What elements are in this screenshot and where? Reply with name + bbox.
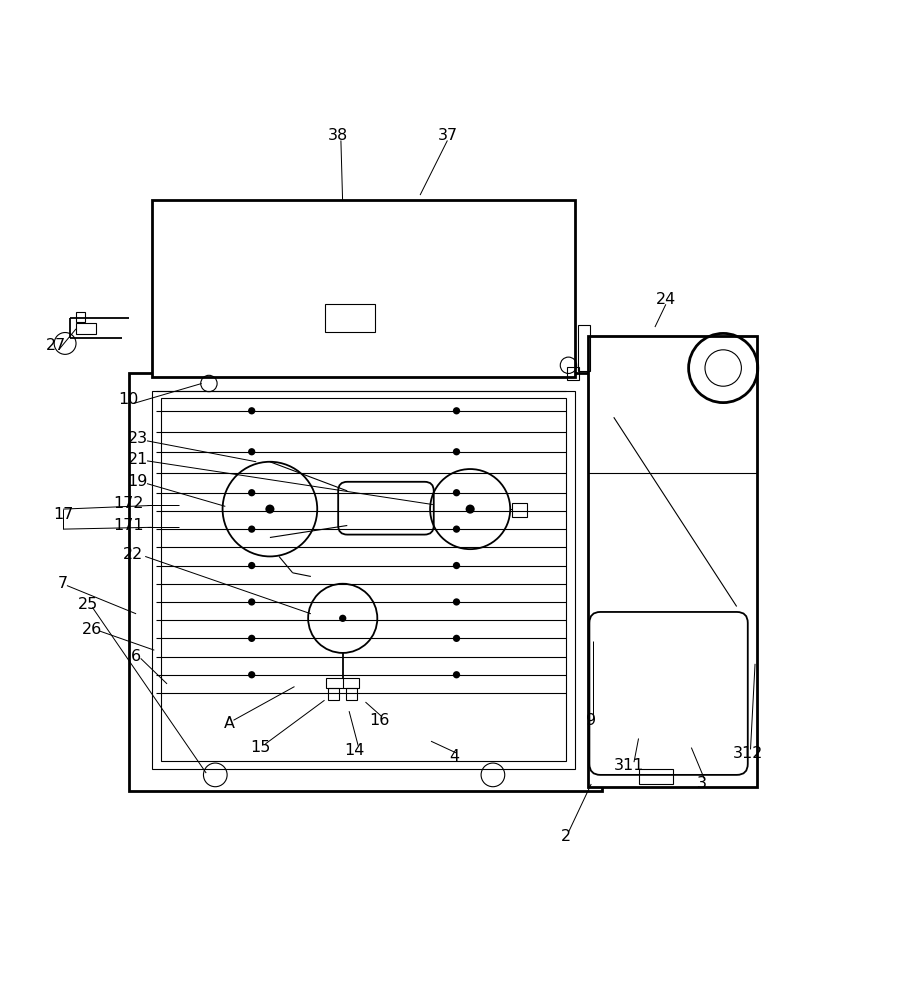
- Bar: [324, 304, 374, 332]
- Bar: [129, 373, 603, 791]
- Circle shape: [248, 525, 256, 533]
- Text: 312: 312: [732, 746, 763, 761]
- Text: 38: 38: [328, 128, 348, 143]
- Circle shape: [453, 635, 460, 642]
- Text: 7: 7: [58, 576, 68, 591]
- Bar: [346, 688, 357, 700]
- Bar: [326, 678, 359, 688]
- Circle shape: [453, 525, 460, 533]
- Text: 9: 9: [586, 713, 596, 728]
- Circle shape: [248, 598, 256, 606]
- Text: 21: 21: [128, 452, 148, 467]
- Text: 26: 26: [82, 622, 102, 637]
- Text: 10: 10: [119, 392, 139, 407]
- Circle shape: [466, 505, 475, 514]
- Circle shape: [339, 615, 346, 622]
- Text: 172: 172: [113, 496, 144, 511]
- Circle shape: [248, 489, 256, 496]
- Text: 6: 6: [131, 649, 142, 664]
- Text: 3: 3: [698, 776, 708, 791]
- Circle shape: [453, 407, 460, 414]
- Bar: [152, 200, 575, 377]
- Bar: [567, 367, 580, 380]
- Circle shape: [248, 635, 256, 642]
- Bar: [589, 336, 757, 473]
- Circle shape: [453, 562, 460, 569]
- Bar: [589, 336, 757, 787]
- Circle shape: [248, 562, 256, 569]
- Circle shape: [453, 448, 460, 455]
- Bar: [76, 323, 96, 334]
- Text: 2: 2: [561, 829, 571, 844]
- Text: 27: 27: [46, 338, 66, 353]
- Text: 16: 16: [369, 713, 389, 728]
- Bar: [152, 391, 575, 769]
- Text: 24: 24: [656, 292, 676, 307]
- Text: 19: 19: [128, 474, 148, 489]
- Circle shape: [266, 505, 275, 514]
- Bar: [76, 312, 85, 322]
- Bar: [578, 325, 591, 371]
- Text: 22: 22: [123, 547, 143, 562]
- Text: 25: 25: [78, 597, 98, 612]
- Circle shape: [453, 489, 460, 496]
- Text: A: A: [224, 716, 235, 731]
- Circle shape: [453, 671, 460, 678]
- Text: 4: 4: [449, 749, 460, 764]
- Circle shape: [248, 671, 256, 678]
- Bar: [161, 398, 566, 761]
- Circle shape: [453, 598, 460, 606]
- Text: 171: 171: [113, 518, 144, 533]
- Text: 23: 23: [128, 431, 148, 446]
- Text: 311: 311: [614, 758, 645, 773]
- Bar: [638, 769, 673, 784]
- Bar: [512, 503, 527, 517]
- Circle shape: [248, 407, 256, 414]
- Bar: [328, 688, 339, 700]
- Text: 17: 17: [53, 507, 73, 522]
- Text: 15: 15: [250, 740, 271, 755]
- Text: 37: 37: [437, 128, 457, 143]
- Circle shape: [248, 448, 256, 455]
- Text: 14: 14: [344, 743, 364, 758]
